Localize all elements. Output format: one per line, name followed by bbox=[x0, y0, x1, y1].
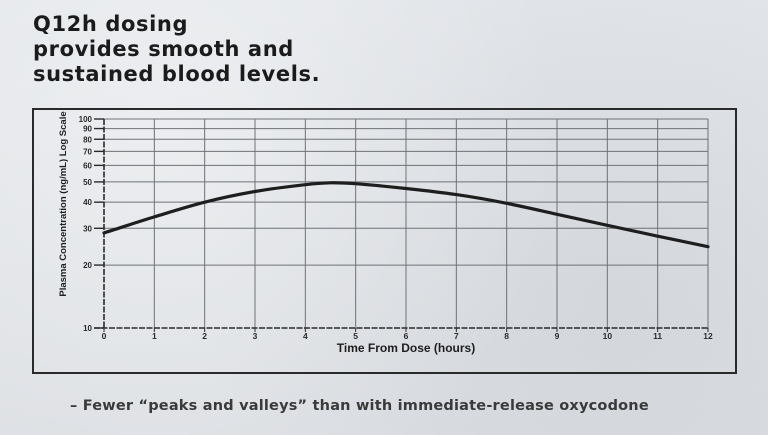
footnote: – Fewer “peaks and valleys” than with im… bbox=[70, 398, 649, 414]
x-tick-label: 9 bbox=[555, 331, 560, 341]
title-line-1: Q12h dosing bbox=[33, 12, 189, 36]
y-tick-label: 80 bbox=[83, 135, 92, 144]
chart-gridlines bbox=[104, 118, 709, 328]
slide-title: Q12h dosing provides smooth and sustaine… bbox=[33, 12, 320, 87]
y-tick-label: 50 bbox=[83, 178, 92, 187]
x-tick-label: 0 bbox=[102, 331, 107, 341]
x-tick-label: 12 bbox=[703, 331, 713, 341]
x-axis-label: Time From Dose (hours) bbox=[337, 341, 475, 355]
x-tick-label: 5 bbox=[353, 331, 358, 341]
y-tick-label: 90 bbox=[83, 125, 92, 134]
y-tick-label: 10 bbox=[83, 324, 92, 333]
y-tick-label: 40 bbox=[83, 198, 92, 207]
x-tick-label: 7 bbox=[454, 331, 459, 341]
y-tick-label: 30 bbox=[83, 224, 92, 233]
y-tick-label: 70 bbox=[83, 147, 92, 156]
x-tick-label: 2 bbox=[202, 331, 207, 341]
x-tick-label: 6 bbox=[404, 331, 409, 341]
x-tick-label: 11 bbox=[653, 331, 662, 341]
y-axis-label: Plasma Concentration (ng/mL) Log Scale bbox=[58, 111, 69, 296]
title-line-2: provides smooth and bbox=[33, 37, 294, 61]
chart-frame bbox=[32, 108, 737, 374]
x-tick-label: 8 bbox=[504, 331, 509, 341]
concentration-curve bbox=[102, 181, 710, 249]
y-tick-label: 100 bbox=[79, 115, 93, 124]
x-tick-label: 3 bbox=[253, 331, 258, 341]
x-tick-label: 4 bbox=[303, 331, 308, 341]
chart-axes bbox=[94, 118, 709, 332]
title-line-3: sustained blood levels. bbox=[33, 62, 321, 86]
x-tick-label: 1 bbox=[152, 331, 157, 341]
y-tick-label: 20 bbox=[83, 261, 92, 270]
x-tick-label: 10 bbox=[603, 331, 613, 341]
y-tick-label: 60 bbox=[83, 161, 92, 170]
